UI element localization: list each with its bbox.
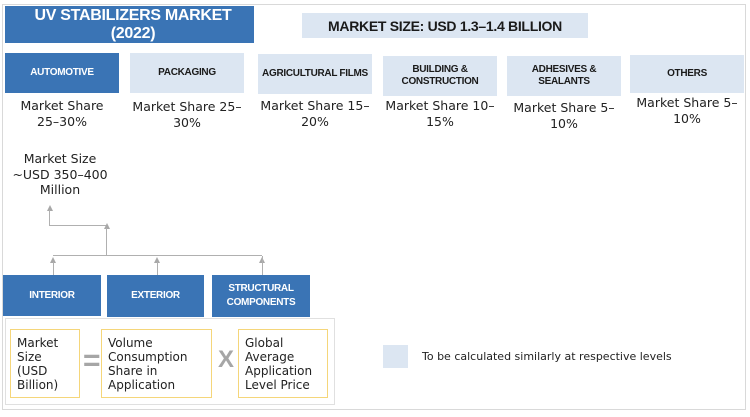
formula-panel [5, 318, 335, 405]
formula-market-size: Market Size (USD Billion) [10, 329, 80, 398]
diagram-title: UV STABILIZERS MARKET (2022) [5, 6, 254, 43]
legend-swatch [383, 345, 408, 368]
subcategory-exterior: EXTERIOR [107, 275, 204, 317]
connector-line [53, 255, 262, 256]
automotive-size: Market Size ~USD 350–400 Million [12, 151, 108, 197]
connector-line [49, 210, 50, 226]
connector-line [262, 256, 263, 275]
category-adhesives-sealants: ADHESIVES & SEALANTS [507, 56, 621, 96]
legend-text: To be calculated similarly at respective… [422, 350, 672, 363]
category-others: OTHERS [630, 55, 744, 93]
arrow-up-icon [104, 223, 110, 229]
category-agricultural-films: AGRICULTURAL FILMS [258, 54, 372, 94]
outer-frame [2, 4, 746, 410]
subcategory-interior: INTERIOR [3, 275, 101, 316]
category-automotive: AUTOMOTIVE [5, 53, 119, 93]
connector-line [106, 228, 107, 256]
arrow-up-icon [154, 257, 160, 263]
connector-line [157, 262, 158, 275]
packaging-share: Market Share 25–30% [132, 99, 242, 130]
market-size-banner: MARKET SIZE: USD 1.3–1.4 BILLION [302, 13, 588, 38]
others-share: Market Share 5–10% [636, 95, 738, 126]
building-share: Market Share 10–15% [385, 98, 495, 129]
subcategory-structural-components: STRUCTURAL COMPONENTS [212, 275, 310, 317]
multiply-icon: X [217, 346, 234, 373]
connector-line [49, 225, 107, 226]
arrow-up-icon [50, 257, 56, 263]
formula-volume-share: Volume Consumption Share in Application [101, 329, 212, 398]
connector-line [53, 262, 54, 275]
category-packaging: PACKAGING [130, 53, 244, 93]
equals-icon: = [83, 344, 101, 377]
arrow-up-icon [47, 205, 53, 211]
formula-average-price: Global Average Application Level Price [238, 329, 328, 398]
category-building-construction: BUILDING & CONSTRUCTION [383, 56, 497, 96]
automotive-share: Market Share 25–30% [20, 98, 104, 129]
adhesives-share: Market Share 5–10% [513, 100, 615, 131]
agricultural-films-share: Market Share 15–20% [260, 98, 370, 129]
